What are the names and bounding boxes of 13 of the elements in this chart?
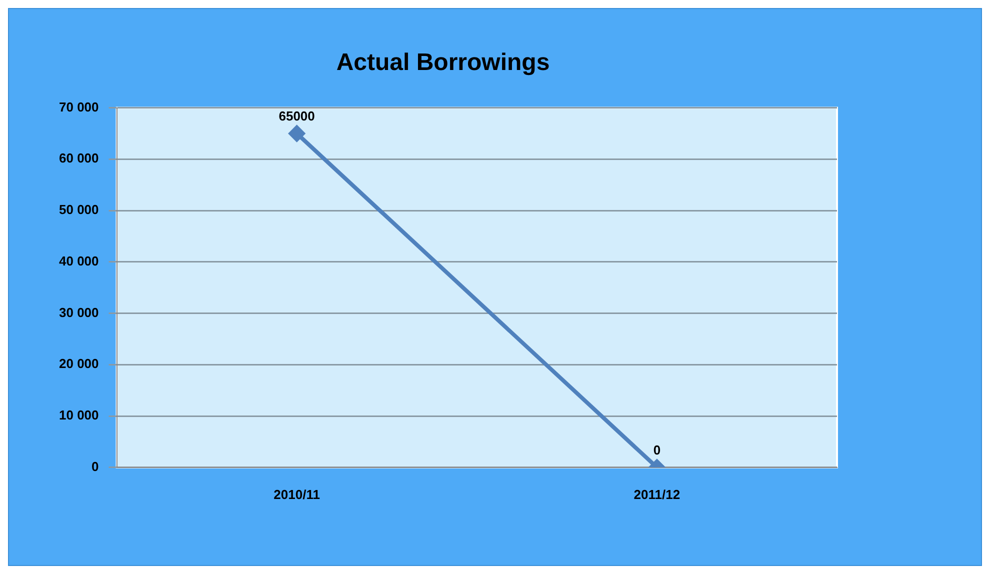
y-tick-label: 40 000	[58, 253, 99, 268]
y-tick-label: 20 000	[58, 356, 99, 372]
data-label: 0	[653, 442, 661, 458]
y-tick-label: 30 000	[58, 304, 99, 320]
y-tick-label: 70 000	[58, 99, 99, 114]
data-label: 65000	[278, 108, 315, 124]
y-tick-label: 50 000	[58, 202, 99, 218]
x-tick-label: 2010/11	[274, 486, 320, 502]
y-tick-label: 60 000	[58, 150, 99, 166]
chart-title: Actual Borrowings	[336, 49, 550, 76]
y-tick-label: 0	[92, 458, 99, 474]
y-tick-label: 10 000	[58, 408, 99, 423]
x-tick-label: 2011/12	[634, 486, 680, 502]
